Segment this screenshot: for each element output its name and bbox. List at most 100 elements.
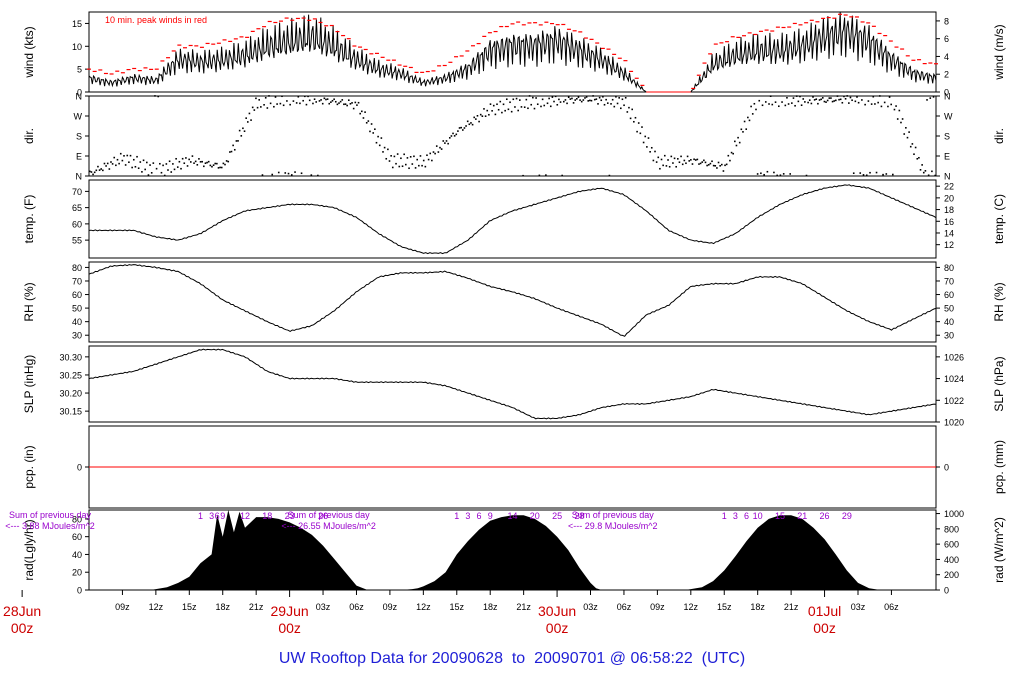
dir-point (567, 96, 570, 99)
dir-point (168, 160, 171, 163)
dir-point (100, 168, 103, 170)
dir-point (98, 169, 101, 171)
dir-point (201, 160, 203, 163)
dir-point (225, 160, 228, 162)
dir-point (330, 101, 332, 103)
dir-point (532, 96, 534, 99)
dir-point (926, 99, 928, 101)
dir-point (747, 116, 749, 119)
dir-point (273, 105, 275, 108)
y-tick-label-left-slp: 30.25 (59, 370, 82, 380)
dir-point (593, 98, 596, 101)
dir-point (576, 97, 578, 100)
y-tick-label-right-rh: 80 (944, 263, 954, 273)
rad-hour-label: 29 (842, 511, 852, 521)
dir-point (574, 99, 576, 101)
y-tick-label-right-temp: 20 (944, 193, 954, 203)
dir-point (515, 97, 518, 100)
dir-point (636, 130, 638, 133)
dir-point (582, 99, 585, 101)
dir-point (646, 146, 648, 148)
dir-point (152, 162, 155, 164)
x-day-z: 00z (813, 620, 836, 636)
rad-note-title: Sum of previous day (572, 510, 655, 520)
dir-point (843, 95, 845, 98)
dir-point (277, 171, 280, 174)
dir-point (204, 162, 207, 165)
dir-point (400, 157, 402, 160)
y-tick-label-left-rad: 0 (77, 586, 82, 596)
dir-point (387, 148, 389, 151)
x-day-label: 30Jun (538, 603, 576, 619)
dir-point (841, 101, 844, 104)
y-tick-label-left-pcp: 0 (77, 463, 82, 473)
y-axis-title-right-rh: RH (%) (992, 282, 1006, 321)
dir-point (608, 174, 611, 177)
dir-point (538, 174, 541, 177)
dir-point (924, 170, 927, 172)
dir-point (299, 102, 301, 105)
dir-point (771, 103, 774, 106)
dir-point (235, 140, 238, 142)
dir-point (662, 164, 664, 167)
x-tick-label: 03z (851, 602, 866, 612)
dir-point (729, 159, 731, 162)
dir-point (113, 156, 116, 159)
y-tick-label-left-slp: 30.15 (59, 407, 82, 417)
dir-point (93, 171, 96, 174)
dir-point (385, 157, 388, 160)
dir-point (450, 135, 453, 137)
y-tick-label-right-temp: 12 (944, 240, 954, 250)
y-tick-label-right-wind: 0 (944, 88, 949, 98)
rad-hour-label: 1 (454, 511, 459, 521)
dir-point (929, 97, 932, 99)
dir-point (797, 100, 800, 103)
footer-title: UW Rooftop Data for 20090628 to 20090701… (0, 650, 1024, 668)
dir-point (406, 157, 409, 159)
dir-point (716, 167, 718, 169)
dir-point (102, 169, 104, 172)
y-tick-label-left-wind: 15 (72, 19, 82, 29)
dir-point (471, 123, 474, 126)
dir-point (408, 167, 410, 170)
dir-point (898, 109, 901, 112)
dir-point (804, 101, 806, 103)
dir-point (176, 166, 179, 168)
dir-point (227, 160, 230, 163)
dir-point (905, 126, 907, 129)
dir-point (128, 161, 130, 164)
dir-point (434, 152, 436, 155)
dir-point (760, 172, 762, 175)
dir-point (820, 98, 822, 101)
dir-point (851, 99, 853, 102)
y-axis-title-right-dir: dir. (992, 128, 1006, 144)
y-tick-label-right-slp: 1020 (944, 418, 964, 428)
dir-point (784, 104, 787, 107)
y-tick-label-left-rh: 50 (72, 304, 82, 314)
dir-point (913, 153, 915, 156)
y-tick-label-right-temp: 14 (944, 228, 954, 238)
dir-point (369, 130, 371, 133)
dir-point (835, 99, 837, 102)
dir-point (416, 158, 418, 161)
dir-point (828, 97, 831, 99)
dir-point (295, 102, 298, 104)
dir-point (623, 104, 625, 107)
y-tick-label-left-dir: N (76, 172, 83, 182)
dir-point (696, 158, 699, 161)
dir-point (647, 137, 650, 139)
rad-hour-label: 6 (744, 511, 749, 521)
dir-point (918, 156, 920, 159)
dir-point (556, 103, 559, 106)
dir-point (89, 170, 91, 173)
dir-point (908, 131, 910, 133)
dir-point (119, 152, 122, 155)
dir-point (727, 154, 730, 157)
dir-point (870, 103, 873, 105)
dir-point (251, 106, 254, 109)
dir-point (509, 101, 511, 104)
dir-point (781, 101, 783, 103)
footer-sep: to (511, 650, 526, 667)
dir-point (548, 97, 550, 100)
x-tick-label: 21z (249, 602, 264, 612)
